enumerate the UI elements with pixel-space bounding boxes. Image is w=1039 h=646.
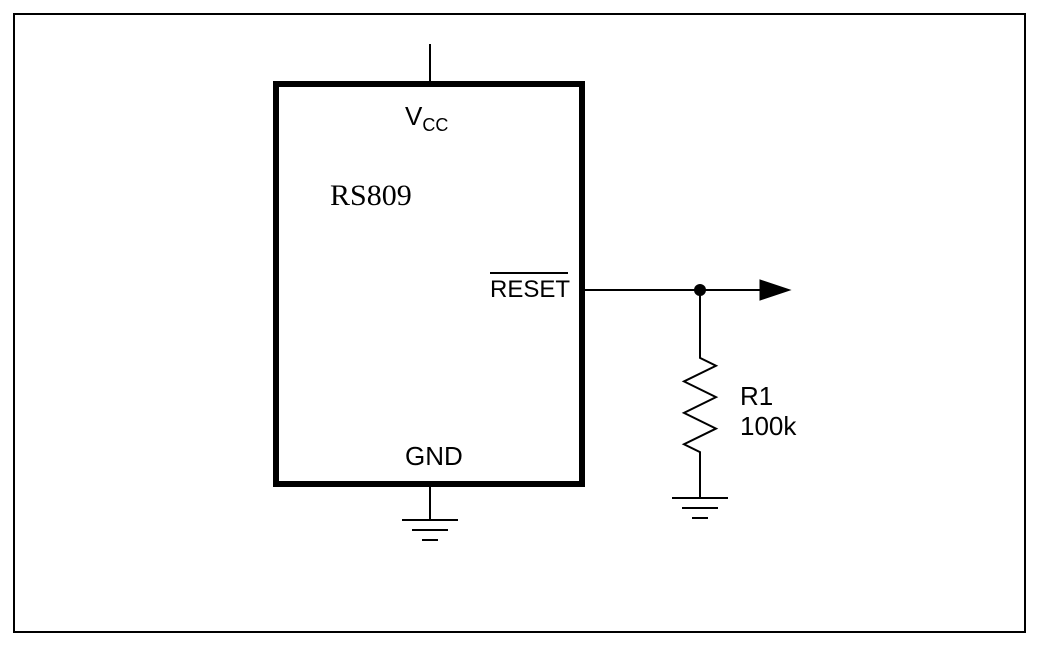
r1-gnd-symbol: [672, 498, 728, 518]
reset-arrow-icon: [760, 280, 790, 300]
reset-label: RESET: [490, 276, 570, 303]
r1-value-label: 100k: [740, 411, 797, 441]
resistor-r1: R1100k: [672, 290, 797, 518]
r1-body: [684, 350, 716, 460]
ic-chip: RS809VCCRESETGND: [276, 44, 790, 540]
r1-name-label: R1: [740, 381, 773, 411]
gnd-label: GND: [405, 441, 463, 471]
circuit-diagram: RS809VCCRESETGNDR1100k: [0, 0, 1039, 646]
chip-part-label: RS809: [330, 179, 412, 212]
chip-gnd-symbol: [402, 520, 458, 540]
